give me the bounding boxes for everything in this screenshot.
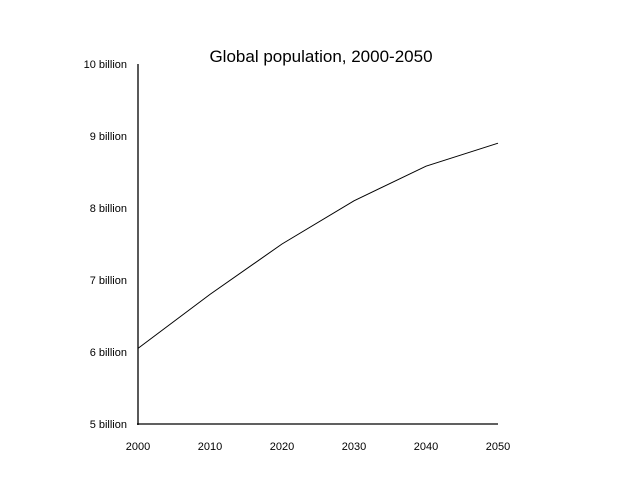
y-tick-label: 6 billion [90, 347, 127, 359]
y-tick-label: 7 billion [90, 275, 127, 287]
x-tick-label: 2000 [126, 441, 150, 453]
population-series-line [137, 142, 499, 349]
y-tick-label: 8 billion [90, 203, 127, 215]
y-axis-tick-labels: 5 billion 6 billion 7 billion 8 billion 9 bi… [84, 59, 127, 431]
y-tick-label: 10 billion [84, 59, 127, 71]
x-tick-label: 2020 [270, 441, 294, 453]
series-group [137, 142, 499, 349]
x-tick-label: 2010 [198, 441, 222, 453]
chart-title: Global population, 2000-2050 [209, 47, 432, 66]
x-tick-label: 2040 [414, 441, 438, 453]
x-tick-label: 2050 [486, 441, 510, 453]
y-tick-label: 9 billion [90, 131, 127, 143]
y-tick-label: 5 billion [90, 419, 127, 431]
x-axis-tick-labels: 2000 2010 2020 2030 2040 2050 [126, 441, 510, 453]
x-tick-label: 2030 [342, 441, 366, 453]
